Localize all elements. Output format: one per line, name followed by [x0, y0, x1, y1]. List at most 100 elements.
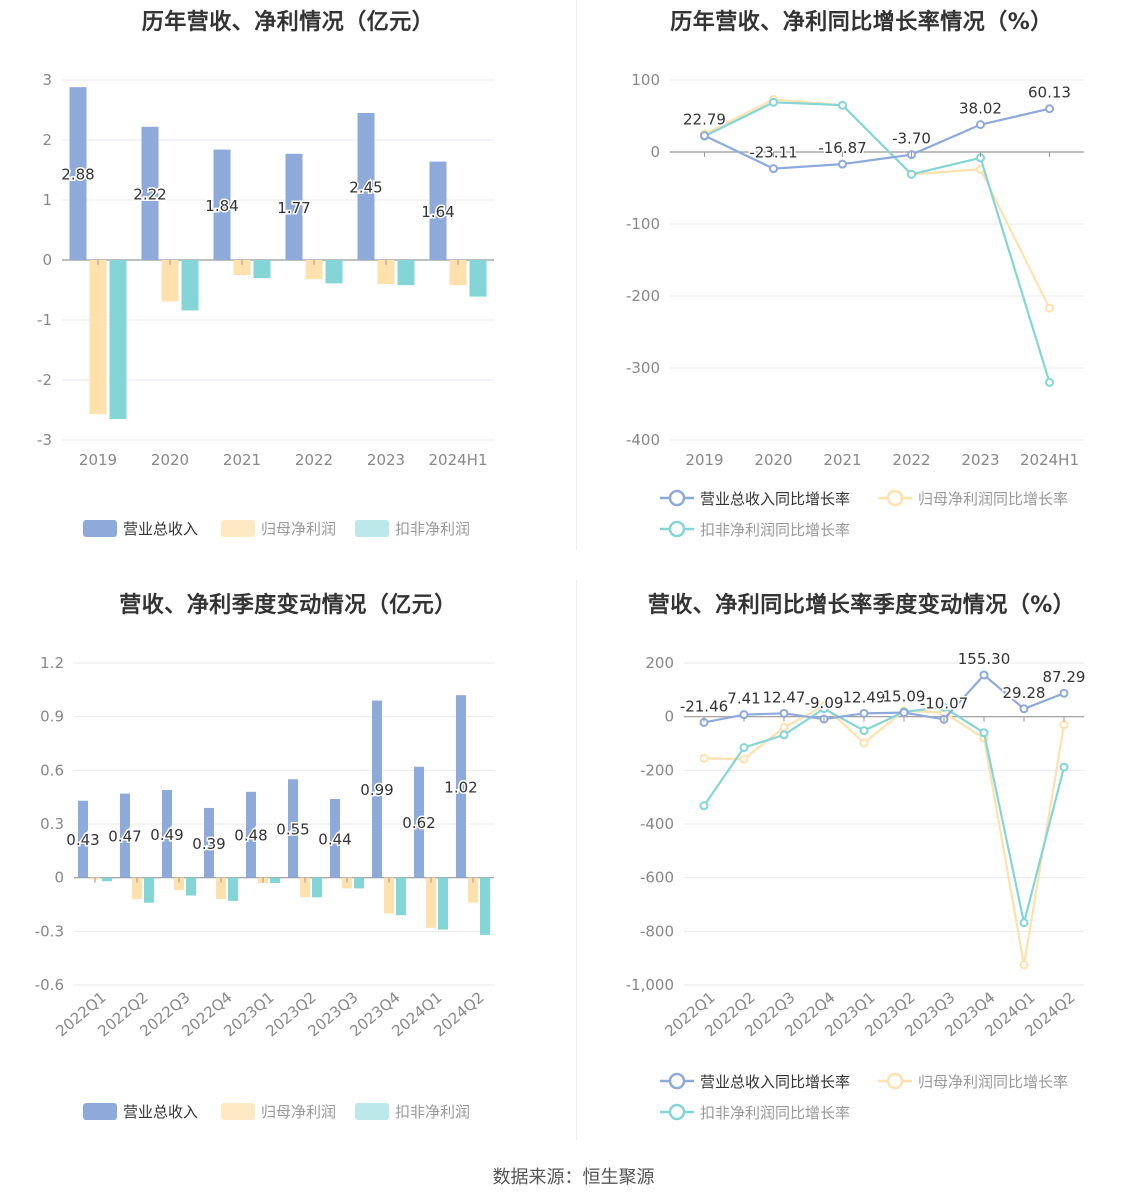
data-label: -16.87 — [818, 139, 866, 157]
data-label: 1.64 — [421, 203, 454, 221]
x-tick-label: 2024H1 — [429, 451, 488, 469]
series-line — [704, 98, 1051, 309]
legend-label: 扣非净利润同比增长率 — [700, 521, 850, 539]
legend-swatch — [83, 520, 117, 537]
data-point — [859, 726, 869, 736]
data-point — [819, 704, 829, 714]
legend-label: 扣非净利润同比增长率 — [700, 1104, 850, 1122]
data-label: 0.62 — [402, 814, 435, 832]
y-tick-label: -400 — [626, 431, 660, 449]
vertical-divider-top — [576, 0, 577, 550]
chart-title: 营收、净利同比增长率季度变动情况（%） — [647, 593, 1076, 618]
x-tick-label: 2023 — [367, 451, 405, 469]
x-tick-label: 2021 — [823, 451, 861, 469]
legend-marker — [668, 1072, 686, 1090]
data-point — [899, 708, 909, 718]
data-label: 87.29 — [1043, 668, 1086, 686]
data-point — [838, 159, 847, 169]
bar-parent-profit — [216, 877, 226, 900]
legend-swatch — [221, 520, 255, 537]
bar-revenue — [162, 790, 172, 878]
panel-annual-bar: 历年营收、净利情况（亿元） 3 2 1 0 -1 -2 -3 2.88 2.22 1.84 1.77… — [0, 0, 576, 560]
bar-revenue — [357, 113, 375, 260]
data-point — [979, 670, 989, 680]
legend-marker — [668, 520, 686, 538]
y-tick-label: 0.6 — [40, 761, 64, 779]
series-line — [704, 101, 1051, 383]
bar-revenue — [414, 766, 424, 878]
legend-swatch — [355, 520, 389, 537]
bar-revenue — [69, 87, 87, 260]
bar-parent-profit — [426, 877, 436, 928]
y-tick-label: -0.3 — [35, 922, 64, 940]
legend-marker — [886, 1072, 904, 1090]
bar-revenue — [246, 791, 256, 878]
y-tick-label: 0 — [664, 708, 674, 726]
y-tick-label: 3 — [42, 71, 52, 89]
legend-marker — [668, 1103, 686, 1121]
x-tick-label: 2021 — [223, 451, 261, 469]
data-label: 0.49 — [150, 826, 183, 844]
bar-deducted-profit — [181, 260, 199, 311]
data-point — [838, 100, 847, 110]
data-point — [1045, 104, 1054, 114]
vertical-divider-bottom — [576, 580, 577, 1140]
y-tick-label: 0.3 — [40, 815, 64, 833]
bar-deducted-profit — [144, 877, 154, 903]
data-point — [859, 738, 869, 748]
bar-revenue — [285, 153, 303, 260]
x-tick-label: 2022 — [295, 451, 333, 469]
bar-revenue — [141, 126, 159, 260]
y-tick-label: -2 — [37, 371, 52, 389]
y-tick-label: -0.6 — [35, 976, 64, 994]
bar-deducted-profit — [253, 260, 271, 278]
x-tick-label: 2019 — [685, 451, 723, 469]
data-label: 22.79 — [683, 111, 726, 129]
y-tick-label: -1,000 — [626, 976, 674, 994]
legend-label: 营业总收入 — [123, 520, 198, 538]
data-label: 29.28 — [1003, 684, 1046, 702]
y-tick-label: 2 — [42, 131, 52, 149]
y-tick-label: 100 — [631, 71, 660, 89]
data-point — [739, 743, 749, 753]
data-label: 1.84 — [205, 197, 238, 215]
bar-deducted-profit — [438, 877, 448, 930]
y-tick-label: -400 — [640, 815, 674, 833]
data-label: 2.45 — [349, 179, 382, 197]
data-label: -21.46 — [680, 697, 728, 715]
bar-revenue — [429, 161, 447, 260]
y-tick-label: -200 — [640, 761, 674, 779]
series-line — [703, 706, 1066, 924]
data-point — [769, 164, 778, 174]
data-label: 1.02 — [444, 778, 477, 796]
data-label: 60.13 — [1028, 84, 1071, 102]
data-label: 0.39 — [192, 835, 225, 853]
bar-parent-profit — [468, 877, 478, 903]
legend-marker — [886, 489, 904, 507]
y-tick-label: 0 — [42, 251, 52, 269]
data-point — [1019, 704, 1029, 714]
data-label: 155.30 — [958, 650, 1011, 668]
bar-deducted-profit — [397, 260, 415, 286]
data-point — [1019, 918, 1029, 928]
bar-revenue — [204, 807, 214, 878]
data-point — [1059, 688, 1069, 698]
legend-swatch — [355, 1103, 389, 1120]
y-tick-label: -800 — [640, 922, 674, 940]
data-label: 2.22 — [133, 185, 166, 203]
x-tick-label: 2020 — [151, 451, 189, 469]
y-tick-label: -300 — [626, 359, 660, 377]
data-label: 12.47 — [763, 688, 806, 706]
data-label: -9.09 — [805, 694, 844, 712]
legend-label: 营业总收入同比增长率 — [700, 1073, 850, 1091]
quarterly-bar-chart: 1.2 0.9 0.6 0.3 0 -0.3 -0.6 0.43 0.47 0.49 0.39 0.4… — [35, 654, 494, 1121]
data-point — [1059, 720, 1069, 730]
y-tick-label: 200 — [645, 654, 674, 672]
data-point — [1045, 303, 1054, 313]
data-label: 15.09 — [883, 688, 926, 706]
data-point — [907, 169, 916, 179]
y-tick-label: 0 — [650, 143, 660, 161]
bar-deducted-profit — [354, 877, 364, 889]
data-label: 38.02 — [959, 100, 1002, 118]
